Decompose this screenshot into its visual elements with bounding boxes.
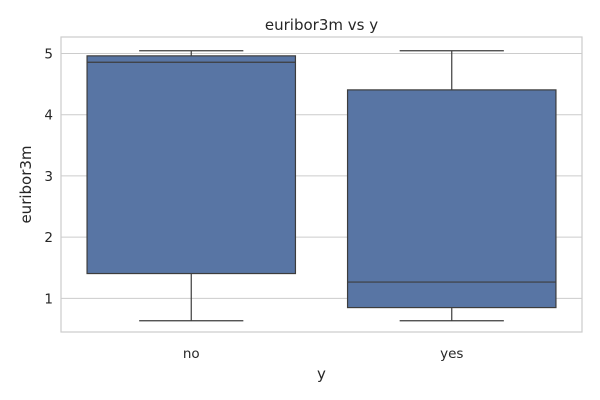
y-tick-label: 5 xyxy=(44,47,53,63)
iqr-box xyxy=(346,89,557,309)
x-tick-label: yes xyxy=(440,346,463,362)
x-tick-label: no xyxy=(183,346,200,362)
y-tick-label: 3 xyxy=(44,169,53,185)
x-axis-label: y xyxy=(317,365,326,383)
boxes xyxy=(86,50,557,322)
chart-title: euribor3m vs y xyxy=(265,16,378,34)
box-yes xyxy=(346,50,557,322)
tick-labels: 1 2 3 4 5 no yes xyxy=(44,47,463,362)
y-tick-label: 4 xyxy=(44,108,53,124)
iqr-box xyxy=(86,55,297,275)
y-axis-label: euribor3m xyxy=(17,145,35,223)
y-tick-label: 2 xyxy=(44,230,53,246)
plot-frame xyxy=(60,36,583,333)
y-tick-label: 1 xyxy=(44,291,53,307)
box-no xyxy=(86,50,297,322)
